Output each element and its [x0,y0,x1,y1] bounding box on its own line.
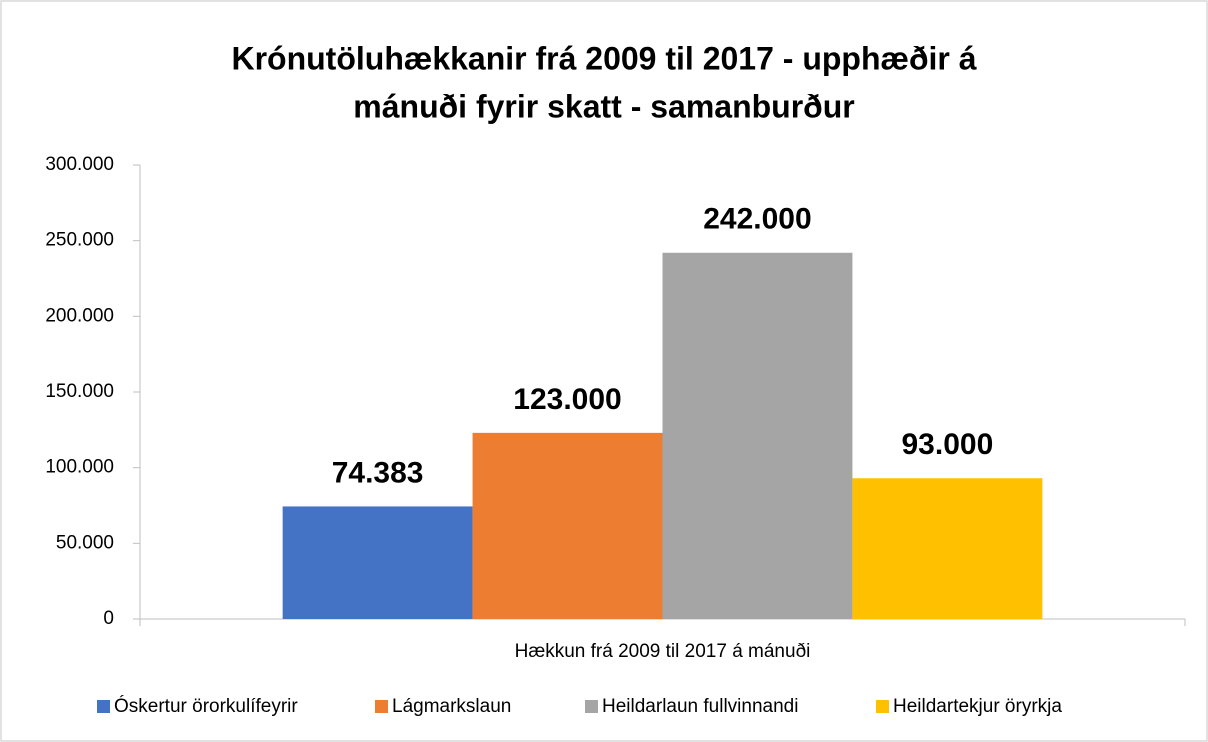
legend-label: Lágmarkslaun [392,696,511,717]
legend-label: Heildartekjur öryrkja [893,696,1062,717]
legend-swatch [97,700,110,713]
bar [282,506,473,619]
value-label: 93.000 [902,428,994,461]
legend-swatch [585,700,598,713]
legend-swatch [876,700,889,713]
bar [662,252,853,620]
legend-label: Óskertur örorkulífeyrir [114,695,298,717]
y-tick-label: 300.000 [45,154,114,175]
y-tick-label: 100.000 [45,457,114,478]
bar [472,432,663,619]
x-tick-label: Hækkun frá 2009 til 2017 á mánuði [515,641,811,662]
y-tick-label: 250.000 [45,230,114,251]
y-tick-label: 200.000 [45,305,114,326]
value-label: 123.000 [513,383,621,416]
value-label: 74.383 [332,456,424,489]
bar [852,478,1043,619]
y-tick-label: 0 [103,608,114,629]
legend-swatch [375,700,388,713]
y-tick-label: 50.000 [56,532,114,553]
legend-label: Heildarlaun fullvinnandi [602,696,798,717]
chart-title: mánuði fyrir skatt - samanburður [353,88,854,124]
chart-title: Krónutöluhækkanir frá 2009 til 2017 - up… [231,40,976,76]
y-tick-label: 150.000 [45,381,114,402]
value-label: 242.000 [703,203,811,236]
